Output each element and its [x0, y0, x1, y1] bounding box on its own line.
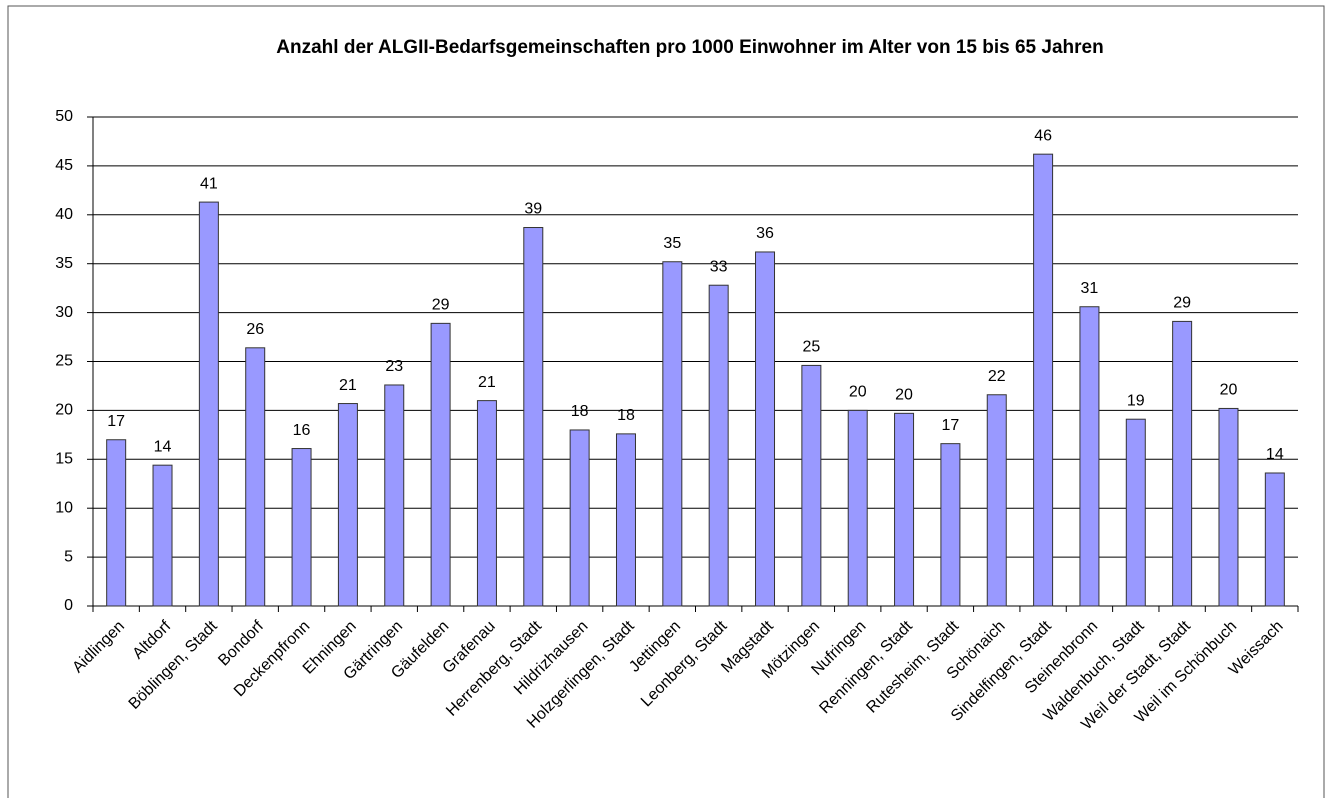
- value-label: 22: [988, 368, 1006, 385]
- value-label: 19: [1127, 392, 1145, 409]
- y-tick-label: 5: [64, 548, 73, 565]
- bar: [523, 227, 544, 607]
- chart-border: [7, 5, 1325, 798]
- bar: [476, 400, 497, 607]
- bar: [708, 284, 729, 607]
- y-tick-label: 20: [55, 402, 73, 419]
- bar: [847, 409, 868, 607]
- value-label: 23: [385, 358, 403, 375]
- y-tick-label: 30: [55, 304, 73, 321]
- value-label: 17: [942, 417, 960, 434]
- bar: [1125, 418, 1146, 607]
- bar: [430, 322, 451, 607]
- value-label: 18: [617, 407, 635, 424]
- bar: [1218, 407, 1239, 607]
- bar: [801, 364, 822, 607]
- bar: [198, 201, 219, 607]
- y-tick-label: 15: [55, 451, 73, 468]
- y-tick-label: 25: [55, 353, 73, 370]
- value-label: 35: [663, 235, 681, 252]
- bar: [291, 448, 312, 607]
- value-label: 20: [1220, 382, 1238, 399]
- value-label: 29: [1173, 295, 1191, 312]
- bar: [1172, 320, 1193, 607]
- bar: [755, 251, 776, 607]
- value-label: 33: [710, 258, 728, 275]
- value-label: 18: [571, 403, 589, 420]
- value-label: 21: [339, 377, 357, 394]
- x-tick-label: Böblingen, Stadt: [126, 617, 221, 712]
- bar: [662, 261, 683, 607]
- bar: [1033, 153, 1054, 607]
- value-label: 41: [200, 175, 218, 192]
- x-tick-label: Leonberg, Stadt: [638, 617, 731, 710]
- x-tick-label: Aidlingen: [69, 618, 128, 677]
- bar: [1264, 472, 1285, 607]
- value-label: 14: [154, 438, 172, 455]
- y-tick-label: 35: [55, 255, 73, 272]
- y-tick-label: 0: [64, 597, 73, 614]
- value-label: 20: [849, 384, 867, 401]
- value-label: 31: [1081, 280, 1099, 297]
- bar: [569, 429, 590, 607]
- value-label: 26: [246, 321, 264, 338]
- bar: [337, 403, 358, 607]
- bar: [940, 443, 961, 607]
- bar: [894, 412, 915, 607]
- bar: [152, 464, 173, 607]
- bar: [986, 394, 1007, 607]
- value-label: 14: [1266, 446, 1284, 463]
- value-label: 16: [293, 422, 311, 439]
- value-label: 36: [756, 225, 774, 242]
- value-label: 39: [524, 201, 542, 218]
- value-label: 21: [478, 374, 496, 391]
- value-label: 20: [895, 387, 913, 404]
- bar: [384, 384, 405, 607]
- bar: [1079, 306, 1100, 607]
- x-tick-label: Altdorf: [130, 617, 175, 662]
- value-label: 46: [1034, 127, 1052, 144]
- bar: [615, 433, 636, 607]
- y-tick-label: 40: [55, 206, 73, 223]
- y-tick-label: 50: [55, 108, 73, 125]
- bar: [245, 347, 266, 607]
- bar: [106, 439, 127, 607]
- value-label: 25: [802, 339, 820, 356]
- value-label: 17: [107, 413, 125, 430]
- y-tick-label: 45: [55, 157, 73, 174]
- y-tick-label: 10: [55, 499, 73, 516]
- value-label: 29: [432, 297, 450, 314]
- chart-title: Anzahl der ALGII-Bedarfsgemeinschaften p…: [276, 37, 1104, 58]
